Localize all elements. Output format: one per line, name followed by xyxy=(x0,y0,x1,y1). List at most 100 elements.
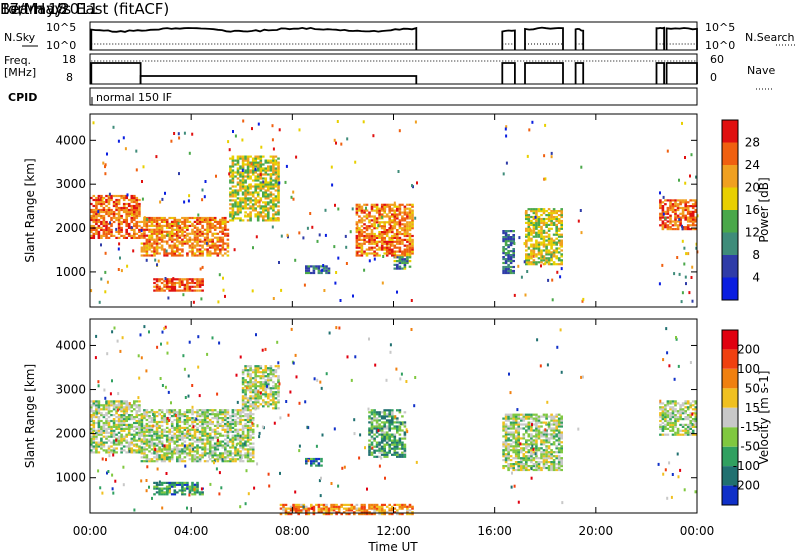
data-cell xyxy=(502,443,505,446)
data-cell xyxy=(203,236,207,239)
data-cell xyxy=(330,503,333,506)
data-cell xyxy=(160,232,164,235)
data-cell xyxy=(274,195,278,198)
data-cell xyxy=(133,200,136,204)
data-cell xyxy=(158,424,161,427)
data-cell xyxy=(231,418,235,422)
data-cell xyxy=(168,287,171,290)
data-cell xyxy=(122,236,126,239)
data-cell xyxy=(244,391,247,394)
data-cell xyxy=(363,252,366,255)
data-cell xyxy=(269,187,273,190)
data-cell xyxy=(378,509,381,512)
data-cell xyxy=(385,231,389,234)
data-cell xyxy=(246,460,250,463)
data-cell xyxy=(150,440,154,443)
data-cell xyxy=(110,212,113,216)
data-cell xyxy=(148,230,151,233)
data-cell xyxy=(271,138,274,142)
data-cell xyxy=(168,244,171,247)
data-cell xyxy=(537,243,541,246)
data-cell xyxy=(102,406,106,409)
data-cell xyxy=(117,232,121,235)
data-cell xyxy=(105,435,108,438)
freq-trace-5 xyxy=(655,62,665,84)
data-cell xyxy=(100,445,103,448)
data-cell xyxy=(262,207,265,210)
data-cell xyxy=(138,236,141,239)
data-cell xyxy=(160,230,163,234)
data-cell xyxy=(393,441,397,444)
data-cell xyxy=(158,280,161,283)
data-cell xyxy=(219,458,222,461)
data-cell xyxy=(165,218,169,221)
data-cell xyxy=(411,213,414,216)
data-cell xyxy=(401,415,404,418)
data-cell xyxy=(98,300,101,304)
data-cell xyxy=(239,440,242,443)
data-cell xyxy=(236,452,240,455)
data-cell xyxy=(100,429,103,432)
data-cell xyxy=(274,397,278,400)
data-cell xyxy=(560,249,563,252)
data-cell xyxy=(507,417,510,420)
data-cell xyxy=(259,403,263,406)
data-cell xyxy=(267,377,270,380)
data-cell xyxy=(388,421,391,424)
data-cell xyxy=(160,240,164,243)
data-cell xyxy=(507,252,510,255)
data-cell xyxy=(512,271,515,275)
data-cell xyxy=(92,439,96,442)
data-cell xyxy=(224,234,227,237)
data-cell xyxy=(155,420,159,424)
data-cell xyxy=(356,224,359,228)
data-cell xyxy=(393,217,397,220)
data-cell xyxy=(277,375,280,378)
data-cell xyxy=(120,400,123,403)
data-cell xyxy=(221,236,225,239)
data-cell xyxy=(251,383,255,386)
data-cell xyxy=(264,213,268,216)
data-cell xyxy=(269,365,273,368)
data-cell xyxy=(110,429,113,432)
data-cell xyxy=(173,415,177,418)
data-cell xyxy=(221,454,225,457)
data-cell xyxy=(305,505,308,508)
data-cell xyxy=(112,418,116,421)
data-cell xyxy=(262,399,265,402)
data-cell xyxy=(102,441,106,444)
data-cell xyxy=(373,219,376,222)
data-cell xyxy=(381,215,384,219)
data-cell xyxy=(90,228,93,231)
data-cell xyxy=(148,246,151,249)
data-cell xyxy=(181,450,184,453)
data-cell xyxy=(694,208,698,212)
data-cell xyxy=(525,214,528,217)
data-cell xyxy=(145,444,149,447)
data-cell xyxy=(186,234,189,237)
data-cell xyxy=(269,191,273,194)
data-cell xyxy=(264,401,268,404)
data-cell xyxy=(117,437,121,440)
data-cell xyxy=(183,487,187,490)
data-cell xyxy=(674,216,677,219)
data-cell xyxy=(155,485,159,488)
data-cell xyxy=(507,269,510,273)
data-cell xyxy=(135,433,139,436)
data-cell xyxy=(514,427,518,430)
data-cell xyxy=(188,430,192,433)
data-cell xyxy=(201,234,204,237)
data-cell xyxy=(148,430,151,433)
data-cell xyxy=(259,387,263,390)
data-cell xyxy=(163,493,166,496)
data-cell xyxy=(95,433,98,436)
data-cell xyxy=(165,285,169,288)
data-cell xyxy=(92,204,96,208)
data-cell xyxy=(216,436,220,439)
data-cell xyxy=(188,418,192,422)
data-cell xyxy=(256,395,260,398)
data-cell xyxy=(191,281,194,285)
data-cell xyxy=(112,423,116,426)
data-cell xyxy=(406,229,409,232)
data-cell xyxy=(365,236,369,239)
